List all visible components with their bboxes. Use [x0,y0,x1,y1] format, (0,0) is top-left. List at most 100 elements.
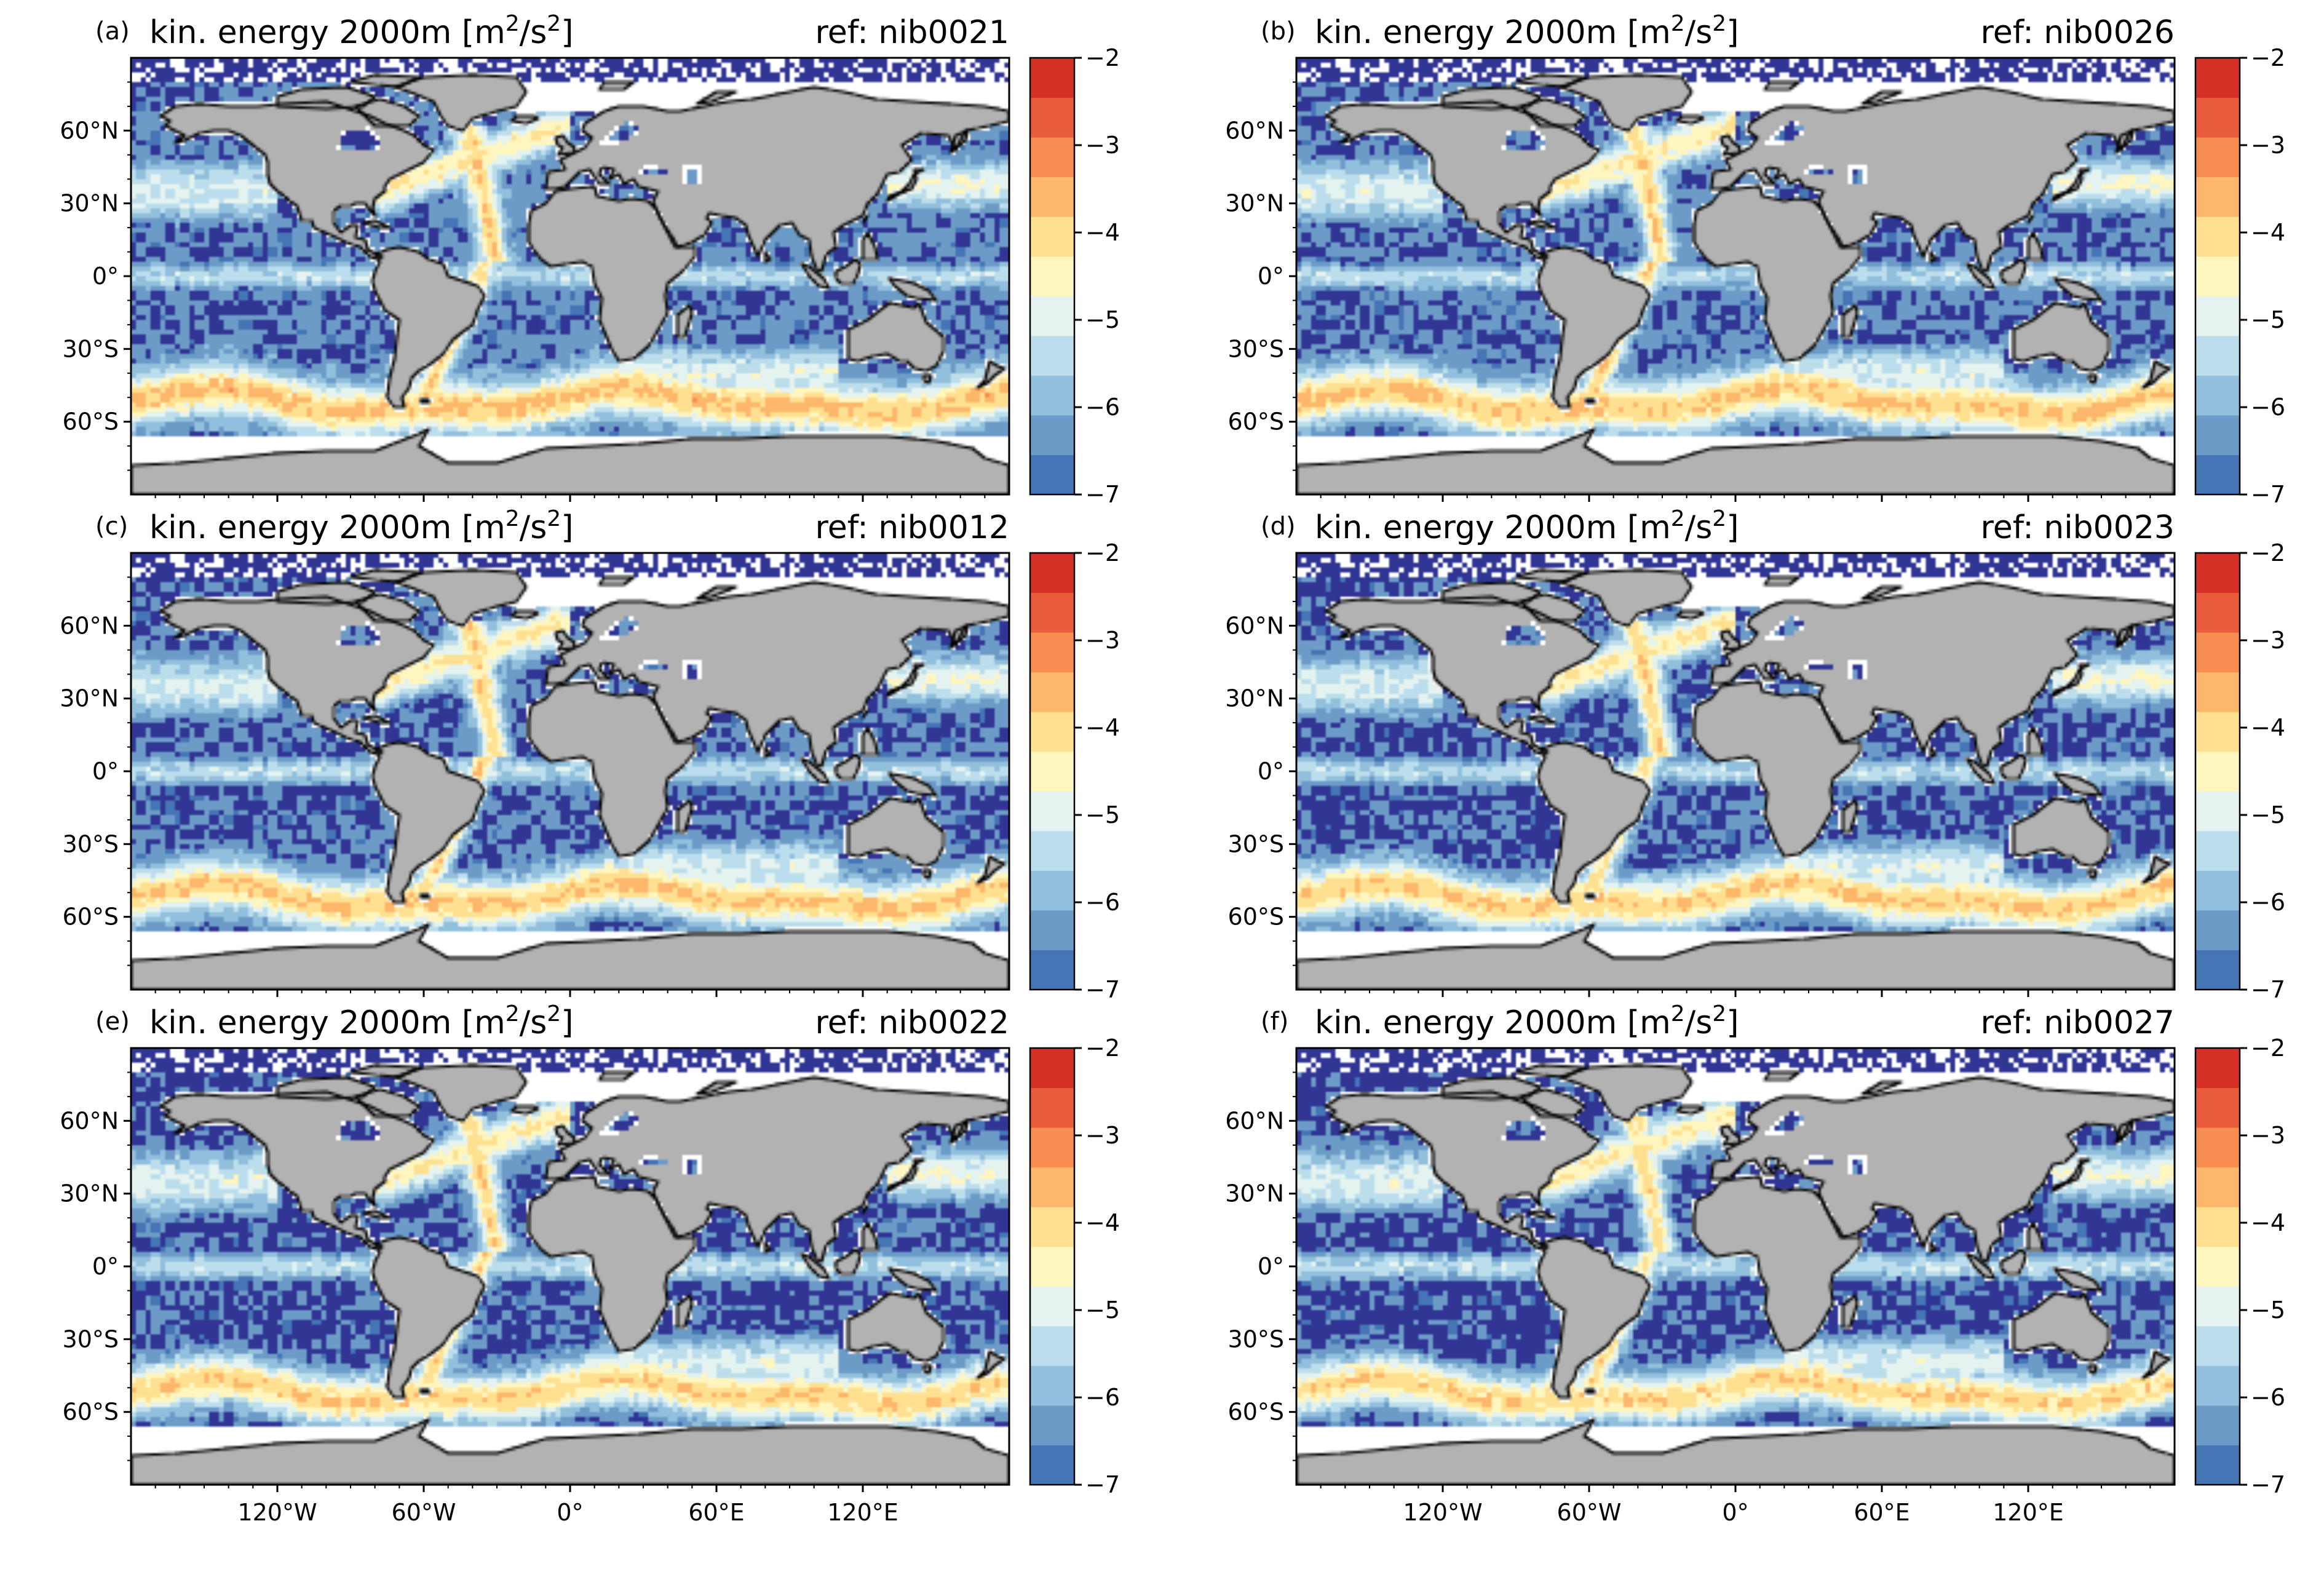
colorbar-segment [2195,632,2240,673]
colorbar-segment [2195,97,2240,138]
colorbar-segment [1030,1207,1074,1247]
kinetic-energy-map [131,58,1009,495]
colorbar-tick-label: −7 [1085,976,1120,1003]
reference-label: ref: nib0027 [1981,1004,2175,1041]
colorbar-tick-label: −5 [2251,801,2285,828]
panel-letter: (d) [1261,512,1296,541]
colorbar-tick-label: −3 [2251,627,2285,654]
colorbar-segment [2195,1167,2240,1207]
map-panel: (d) kin. energy 2000m [m2/s2] ref: nib0023… [1225,506,2285,1003]
colorbar-tick-label: −4 [1085,714,1120,741]
map-panel: (b) kin. energy 2000m [m2/s2] ref: nib0026… [1225,11,2285,508]
lat-tick-label: 0° [1258,263,1284,290]
colorbar-segment [1030,672,1074,712]
kinetic-energy-map [131,553,1009,990]
reference-label: ref: nib0022 [815,1004,1009,1041]
colorbar-segment [2195,870,2240,911]
panel-letter: (e) [95,1007,130,1036]
colorbar-segment [2195,415,2240,455]
colorbar-segment [1030,592,1074,633]
lat-tick-label: 60°S [1228,904,1284,931]
colorbar-tick-label: −4 [2251,219,2285,246]
colorbar-segment [1030,791,1074,832]
colorbar-tick-label: −7 [1085,1471,1120,1498]
lat-tick-label: 60°S [1228,408,1284,435]
colorbar-segment [2195,1246,2240,1287]
colorbar-segment [1030,553,1074,594]
lat-tick-label: 60°N [1225,612,1284,639]
lat-tick-label: 60°S [63,408,119,435]
lat-tick-label: 30°S [1228,335,1284,362]
colorbar-segment [2195,455,2240,495]
colorbar-frame [2194,57,2241,496]
map-panel: (f) kin. energy 2000m [m2/s2] ref: nib0027… [1225,1001,2285,1526]
colorbar-segment [1030,1405,1074,1445]
colorbar-segment [1030,1325,1074,1366]
panel-title: kin. energy 2000m [m2/s2] [1315,11,1739,51]
colorbar-segment [2195,1445,2240,1485]
panel-title: kin. energy 2000m [m2/s2] [149,11,574,51]
lat-tick-label: 0° [92,1253,119,1280]
lat-tick-label: 0° [1258,758,1284,785]
colorbar-segment [2195,375,2240,416]
colorbar-tick-label: −5 [1085,1297,1120,1324]
lon-tick-label: 120°W [237,1499,317,1526]
colorbar-segment [2195,216,2240,257]
lat-tick-label: 60°N [60,612,119,639]
map-panel: (e) kin. energy 2000m [m2/s2] ref: nib0022… [60,1001,1120,1526]
kinetic-energy-map [1296,553,2175,990]
lat-tick-label: 0° [92,758,119,785]
lon-tick-label: 0° [1722,1499,1748,1526]
colorbar: −7 −6 −5 −4 −3 −2 [2194,1035,2285,1498]
colorbar-segment [1030,97,1074,138]
colorbar-segment [2195,58,2240,98]
colorbar-segment [1030,950,1074,990]
colorbar-segment [2195,1087,2240,1128]
map-panel: (a) kin. energy 2000m [m2/s2] ref: nib0021… [60,11,1120,508]
colorbar-frame [1029,1047,1076,1486]
colorbar-tick-label: −7 [2251,481,2285,508]
colorbar-segment [2195,335,2240,376]
colorbar: −7 −6 −5 −4 −3 −2 [2194,44,2285,508]
panel-letter: (b) [1261,17,1296,46]
colorbar-segment [1030,256,1074,296]
lat-tick-label: 30°S [1228,830,1284,857]
lat-tick-label: 30°S [63,1325,119,1353]
lat-tick-label: 30°N [60,190,119,217]
colorbar-tick-label: −3 [1085,132,1120,159]
lat-tick-label: 60°S [1228,1399,1284,1426]
colorbar-segment [1030,910,1074,950]
colorbar-segment [2195,1127,2240,1168]
colorbar-tick-label: −6 [1085,394,1120,421]
panel-title: kin. energy 2000m [m2/s2] [149,506,574,546]
lat-tick-label: 60°S [63,1399,119,1426]
colorbar-segment [1030,712,1074,752]
colorbar-tick-label: −7 [2251,1471,2285,1498]
kinetic-energy-map [1296,58,2175,495]
colorbar-segment [2195,177,2240,217]
lon-tick-label: 60°W [392,1499,456,1526]
colorbar-frame [1029,57,1076,496]
panel-title: kin. energy 2000m [m2/s2] [1315,506,1739,546]
lon-tick-label: 0° [557,1499,583,1526]
panel-title: kin. energy 2000m [m2/s2] [1315,1001,1739,1041]
colorbar-segment [1030,1365,1074,1406]
colorbar-segment [1030,1127,1074,1168]
lat-tick-label: 60°N [1225,117,1284,144]
colorbar-segment [1030,58,1074,98]
colorbar-frame [1029,552,1076,991]
colorbar-segment [2195,296,2240,336]
colorbar-frame [2194,552,2241,991]
colorbar-segment [2195,791,2240,832]
colorbar-tick-label: −3 [2251,132,2285,159]
colorbar-segment [1030,216,1074,257]
colorbar: −7 −6 −5 −4 −3 −2 [1029,1035,1120,1498]
colorbar-tick-label: −5 [1085,801,1120,828]
colorbar-segment [1030,455,1074,495]
lat-tick-label: 30°S [63,830,119,857]
colorbar: −7 −6 −5 −4 −3 −2 [1029,539,1120,1003]
lon-tick-label: 60°W [1557,1499,1622,1526]
lat-tick-label: 60°S [63,904,119,931]
lat-tick-label: 30°N [1225,1180,1284,1207]
